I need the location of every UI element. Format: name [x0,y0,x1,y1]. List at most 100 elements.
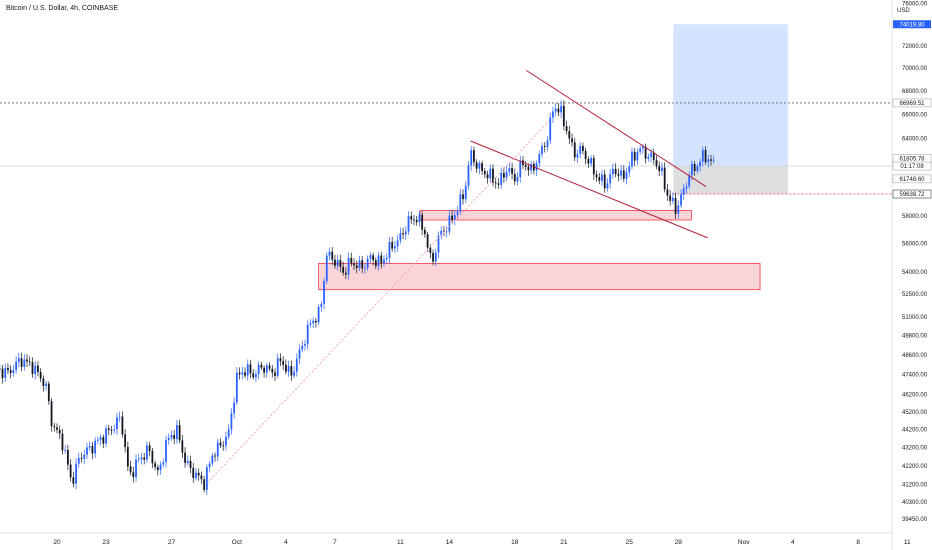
candle-body [369,255,372,259]
candle-body [195,472,197,478]
candle-body [614,168,617,174]
y-tick-label: 45200.00 [902,410,928,416]
candle-body [167,437,170,441]
channel-upper [525,69,707,188]
candle-body [685,186,688,189]
candle-body [69,464,72,478]
price-tag-label: 66969.51 [899,101,925,107]
y-tick-label: 46200.00 [902,393,928,399]
candle-body [568,131,571,139]
y-tick-label: 58000.00 [902,214,928,220]
candle-body [176,425,178,439]
candle-body [156,467,159,471]
candle-body [669,195,672,201]
candle-body [639,148,642,152]
y-tick-label: 47400.00 [902,372,928,378]
x-tick-label: 4 [284,539,288,546]
candle-body [429,247,432,253]
candle-body [197,472,200,476]
candle-body [404,231,407,235]
candle-body [314,320,317,323]
candle-body [633,151,636,161]
candle-body [290,366,293,376]
candle-body [45,383,47,386]
x-tick-label: 20 [53,539,61,546]
candle-body [279,358,282,362]
candle-body [64,449,67,451]
y-tick-label: 76000.00 [902,2,928,8]
x-tick-label: 18 [511,539,519,546]
candle-body [192,467,195,478]
candle-body [399,233,402,241]
candle-body [216,442,219,457]
candle-body [421,214,424,230]
zones-layer [318,24,788,291]
x-tick-label: 11 [397,539,404,546]
candle-body [282,361,285,365]
candle-body [336,260,339,266]
candle-body [448,215,451,232]
candle-body [374,260,377,267]
candle-body [486,174,489,179]
x-tick-label: 23 [102,539,110,546]
candle-body [513,173,516,182]
candle-body [410,216,413,220]
y-tick-label: 51000.00 [902,315,928,321]
candle-body [274,372,276,376]
candle-body [391,241,394,249]
time-axis[interactable]: 20 23 27 Oct 4 7 11 14 18 21 25 28 Nov 4 8 11 [0,532,911,546]
candle-body [178,425,181,441]
candle-body [655,160,658,167]
candle-body [323,281,325,304]
price-tag-label: 74019.80 [899,22,925,28]
candle-body [238,372,241,375]
candle-body [612,168,614,175]
candle-body [434,252,437,262]
support-zone-lower [318,262,761,291]
price-axis[interactable]: USD 76000.00 72000.00 70000.00 68000.00 6600… [891,0,928,550]
y-tick-label: 72000.00 [902,44,928,50]
candle-body [126,447,129,467]
candle-body [105,428,107,444]
candle-body [358,260,361,268]
candle-body [91,446,94,454]
candle-body [203,479,206,490]
x-tick-label: 25 [626,539,634,546]
candle-body [582,145,584,151]
candle-body [497,183,500,185]
candle-body [524,164,527,167]
candle-body [26,359,28,362]
candle-body [39,372,42,379]
candle-body [383,259,385,264]
candle-body [137,459,140,461]
candle-body [557,108,560,113]
candle-body [579,145,582,155]
price-tag-bg [892,189,932,199]
candle-body [380,255,383,264]
candle-body [0,367,1,369]
candle-body [339,260,342,267]
candle-body [644,146,647,159]
candle-body [489,168,492,179]
candle-body [538,154,541,164]
candle-body [344,272,347,275]
y-tick-label: 40300.00 [902,500,928,506]
candle-body [265,365,268,373]
candle-body [306,324,309,345]
y-tick-label: 68000.00 [902,89,928,95]
candle-body [595,174,598,178]
candle-body [541,146,543,155]
candle-body [200,475,203,480]
candle-body [554,108,557,112]
candle-body [235,372,238,403]
y-tick-label: 48600.00 [902,353,928,359]
candle-body [462,194,464,200]
trend-support [207,118,552,484]
candle-body [211,455,214,464]
candle-body [9,370,12,374]
candle-body [440,230,443,236]
candle-body [75,463,77,484]
candle-body [7,367,9,371]
